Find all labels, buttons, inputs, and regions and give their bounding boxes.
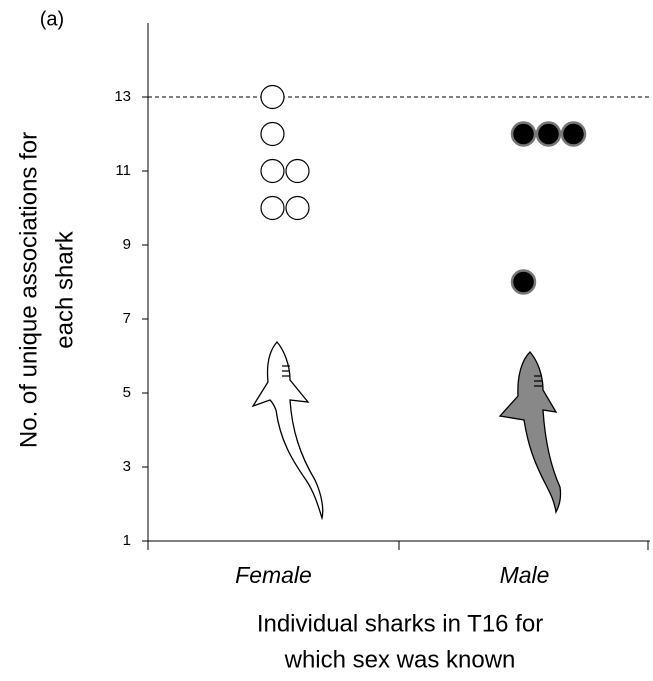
dot — [260, 158, 285, 184]
male-shark — [498, 351, 562, 515]
x-tick-label: Female — [235, 562, 312, 588]
dot — [260, 121, 285, 147]
y-tick-label: 9 — [123, 236, 131, 253]
dot — [260, 84, 285, 110]
y-tick-label: 11 — [115, 162, 131, 179]
dot — [260, 195, 285, 221]
y-tick-label: 3 — [123, 458, 131, 475]
x-axis-label: which sex was known — [284, 646, 516, 673]
y-axis-label: each shark — [51, 230, 78, 348]
dot — [560, 121, 587, 147]
y-tick-label: 13 — [114, 88, 131, 105]
dot — [535, 121, 562, 147]
x-tick-label: Male — [500, 562, 550, 588]
female-shark — [251, 341, 324, 521]
dot — [285, 158, 310, 184]
panel-label: (a) — [40, 8, 64, 30]
dot — [510, 269, 537, 295]
dot — [285, 195, 310, 221]
dot — [510, 121, 537, 147]
y-axis-label: No. of unique associations for — [15, 132, 42, 448]
y-tick-label: 1 — [123, 532, 131, 549]
y-tick-label: 5 — [123, 384, 131, 401]
y-tick-label: 7 — [123, 310, 131, 327]
x-axis-label: Individual sharks in T16 for — [257, 610, 543, 637]
